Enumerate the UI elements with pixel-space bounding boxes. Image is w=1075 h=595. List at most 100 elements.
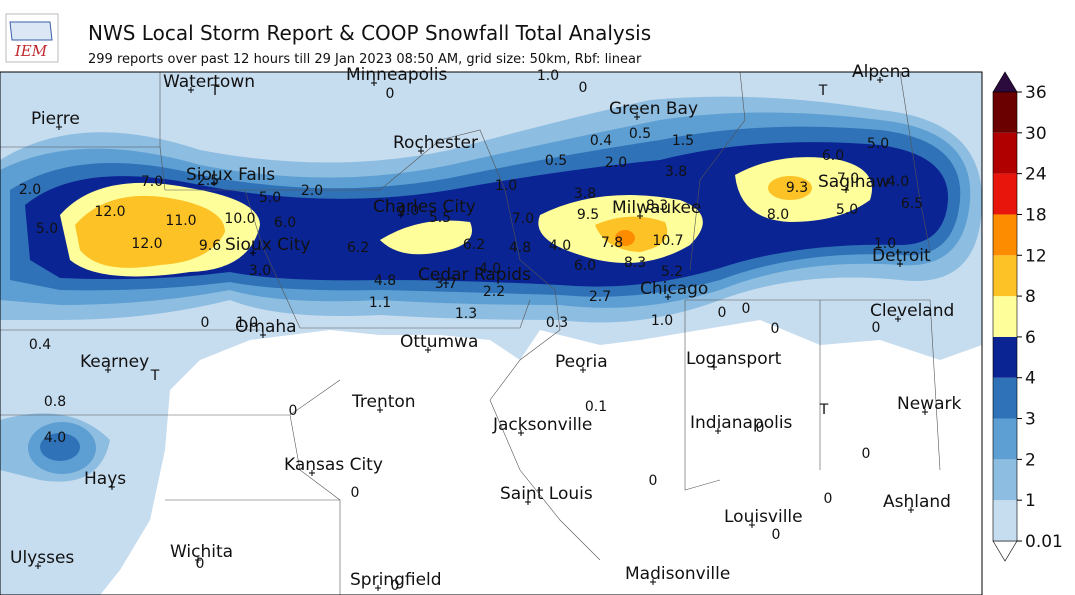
snow-report: 2.0 xyxy=(605,155,627,171)
snow-report: 0 xyxy=(862,446,871,462)
city-marker xyxy=(309,470,315,476)
colorbar-bottom xyxy=(992,540,1018,562)
city-label: Madisonville xyxy=(625,564,730,584)
city-label: Logansport xyxy=(686,349,782,369)
snow-report: 5.5 xyxy=(429,210,451,226)
snow-6b xyxy=(380,220,472,255)
city-label: Wichita xyxy=(170,542,233,562)
map: Watertown Minneapolis Pierre Rochester Green… xyxy=(0,62,983,595)
snow-report: T xyxy=(819,402,829,418)
city-label: Ulysses xyxy=(10,548,74,568)
snow-report: 1.5 xyxy=(672,133,694,149)
snow-report: 8.0 xyxy=(767,207,789,223)
snow-report: 0.5 xyxy=(545,153,567,169)
snow-report: 0 xyxy=(196,556,205,572)
colorbar-tick-label: 18 xyxy=(1025,205,1047,225)
colorbar-tick-label: 1 xyxy=(1025,491,1036,511)
city-marker xyxy=(195,557,201,563)
colorbar-tick-label: 30 xyxy=(1025,124,1047,144)
city-label: Detroit xyxy=(872,246,931,266)
colorbar-segment xyxy=(993,255,1017,297)
city-label: Kansas City xyxy=(284,455,383,475)
snow-report: 5.2 xyxy=(661,264,683,280)
snow-report: 7.0 xyxy=(837,171,859,187)
city-marker xyxy=(580,367,586,373)
city-marker xyxy=(371,80,377,86)
colorbar-segment xyxy=(993,418,1017,460)
city-marker xyxy=(425,347,431,353)
city-label: Ashland xyxy=(883,492,951,512)
snow-report: 4.0 xyxy=(549,238,571,254)
snow-report: 9.6 xyxy=(199,238,221,254)
snow-report: 10.0 xyxy=(224,211,255,227)
border xyxy=(489,72,941,561)
city-marker xyxy=(897,261,903,267)
city-label: Peoria xyxy=(555,352,608,372)
city-label: Hays xyxy=(84,469,126,489)
snow-report: 9.5 xyxy=(577,207,599,223)
snow-report: 2.0 xyxy=(19,182,41,198)
border xyxy=(0,72,556,595)
snow-report: 12.0 xyxy=(94,204,125,220)
city-marker xyxy=(109,484,115,490)
snow-report: 4.0 xyxy=(44,430,66,446)
snow-report: T xyxy=(818,83,828,99)
snow-report: 5.0 xyxy=(867,136,889,152)
snow-report: 0 xyxy=(649,473,658,489)
colorbar-segment xyxy=(993,132,1017,174)
colorbar-frame xyxy=(992,91,1018,542)
snow-report: 0 xyxy=(742,301,751,317)
colorbar-tick-label: 3 xyxy=(1025,410,1036,430)
city-label: Pierre xyxy=(31,109,80,129)
city-label: Indianapolis xyxy=(690,413,793,433)
city-marker xyxy=(715,428,721,434)
colorbar-tick-label: 36 xyxy=(1025,83,1047,103)
city-marker xyxy=(443,280,449,286)
snow-report: 12.0 xyxy=(131,236,162,252)
city-marker xyxy=(375,585,381,591)
colorbar-tick-label: 12 xyxy=(1025,246,1047,266)
snow-report: 1.0 xyxy=(874,236,896,252)
snow-report: 9.3 xyxy=(786,180,808,196)
title: NWS Local Storm Report & COOP Snowfall T… xyxy=(88,21,651,45)
snow-report: 3.8 xyxy=(574,186,596,202)
logo-text: IEM xyxy=(14,42,48,60)
colorbar-tick-label: 2 xyxy=(1025,450,1036,470)
snow-report: 4.0 xyxy=(397,203,419,219)
snow-report: 7.0 xyxy=(512,211,534,227)
city-label: Newark xyxy=(897,394,961,414)
colorbar-segment xyxy=(993,377,1017,419)
city-marker xyxy=(105,367,111,373)
snow-report: 6.2 xyxy=(463,237,485,253)
city-label: Springfield xyxy=(350,570,442,590)
snow-report: 4.8 xyxy=(374,273,396,289)
snow-report: 2.5 xyxy=(197,173,219,189)
border xyxy=(0,146,531,329)
snow-report: 7.8 xyxy=(601,235,623,251)
colorbar-tick-label: 4 xyxy=(1025,369,1036,389)
colorbar-segment xyxy=(993,92,1017,133)
snow-8c xyxy=(768,176,812,200)
snow-report: 4.0 xyxy=(887,174,909,190)
snow-report: 1.0 xyxy=(537,68,559,84)
city-marker xyxy=(518,430,524,436)
snow-report: 0 xyxy=(824,491,833,507)
snow-report: 6.0 xyxy=(822,148,844,164)
city-marker xyxy=(908,507,914,513)
snow-report: 6.5 xyxy=(901,196,923,212)
snow-report: 0.4 xyxy=(29,337,51,353)
snow-report: 3.7 xyxy=(435,276,457,292)
city-marker xyxy=(895,316,901,322)
snow-report: 6.2 xyxy=(347,240,369,256)
snow-report: 0 xyxy=(718,305,727,321)
snow-report: 0 xyxy=(872,320,881,336)
snow-report: 4.0 xyxy=(479,261,501,277)
city-label: Sioux City xyxy=(225,235,310,255)
city-marker xyxy=(922,409,928,415)
snow-report: 0 xyxy=(289,403,298,419)
city-label: Omaha xyxy=(235,317,297,337)
snow-report: 4.8 xyxy=(509,240,531,256)
snow-report: 7.0 xyxy=(141,174,163,190)
snow-report: 5.0 xyxy=(259,190,281,206)
